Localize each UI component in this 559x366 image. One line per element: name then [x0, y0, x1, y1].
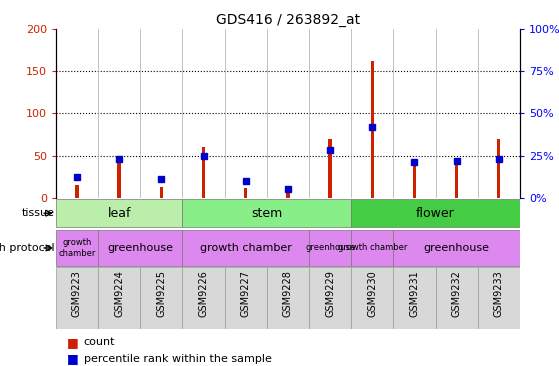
Text: GSM9223: GSM9223	[72, 270, 82, 317]
Bar	[309, 267, 351, 329]
Bar	[455, 160, 458, 198]
Bar	[182, 229, 309, 266]
Text: ■: ■	[67, 336, 79, 349]
Bar	[56, 199, 182, 227]
Bar	[56, 229, 98, 266]
Text: ■: ■	[67, 352, 79, 365]
Bar	[140, 267, 182, 329]
Bar	[117, 162, 121, 198]
Bar	[98, 229, 182, 266]
Text: greenhouse: greenhouse	[305, 243, 355, 253]
Text: growth
chamber: growth chamber	[58, 238, 96, 258]
Bar	[182, 267, 225, 329]
Bar	[160, 187, 163, 198]
Bar	[267, 267, 309, 329]
Bar	[351, 229, 394, 266]
Bar	[309, 229, 351, 266]
Bar	[394, 229, 520, 266]
Bar	[371, 61, 374, 198]
Text: GSM9229: GSM9229	[325, 270, 335, 317]
Title: GDS416 / 263892_at: GDS416 / 263892_at	[216, 13, 360, 27]
Bar	[435, 267, 478, 329]
Text: growth protocol: growth protocol	[0, 243, 55, 253]
Bar	[497, 139, 500, 198]
Bar	[328, 139, 331, 198]
Bar	[225, 267, 267, 329]
Text: tissue: tissue	[22, 208, 55, 218]
Text: percentile rank within the sample: percentile rank within the sample	[84, 354, 272, 364]
Text: GSM9231: GSM9231	[409, 270, 419, 317]
Text: GSM9225: GSM9225	[157, 270, 167, 317]
Bar	[478, 267, 520, 329]
Text: greenhouse: greenhouse	[424, 243, 490, 253]
Text: GSM9224: GSM9224	[114, 270, 124, 317]
Bar	[182, 199, 351, 227]
Bar	[413, 167, 416, 198]
Bar	[394, 267, 435, 329]
Bar	[286, 189, 290, 198]
Bar	[75, 185, 79, 198]
Text: leaf: leaf	[107, 207, 131, 220]
Bar	[202, 147, 205, 198]
Bar	[56, 267, 98, 329]
Text: flower: flower	[416, 207, 455, 220]
Bar	[351, 199, 520, 227]
Text: GSM9226: GSM9226	[198, 270, 209, 317]
Text: GSM9230: GSM9230	[367, 270, 377, 317]
Bar	[351, 267, 394, 329]
Text: growth chamber: growth chamber	[200, 243, 292, 253]
Text: growth chamber: growth chamber	[338, 243, 407, 253]
Text: GSM9228: GSM9228	[283, 270, 293, 317]
Bar	[244, 187, 248, 198]
Text: stem: stem	[251, 207, 282, 220]
Text: GSM9233: GSM9233	[494, 270, 504, 317]
Bar	[98, 267, 140, 329]
Text: greenhouse: greenhouse	[107, 243, 173, 253]
Text: GSM9232: GSM9232	[452, 270, 462, 317]
Text: count: count	[84, 337, 115, 347]
Text: GSM9227: GSM9227	[241, 270, 250, 317]
